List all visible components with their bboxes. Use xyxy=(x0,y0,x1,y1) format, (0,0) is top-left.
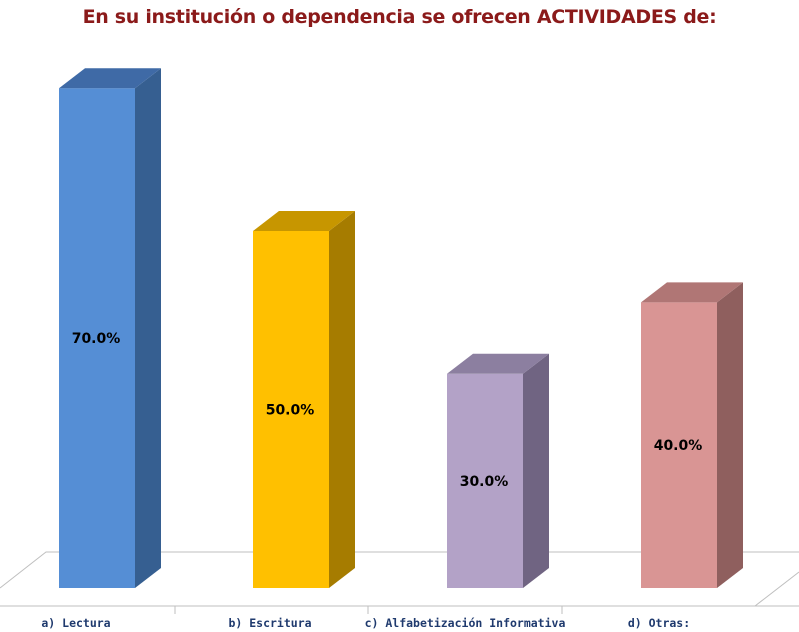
chart-title: En su institución o dependencia se ofrec… xyxy=(82,6,717,28)
bar-value-label: 50.0% xyxy=(266,403,315,419)
bar-side xyxy=(523,353,549,588)
bar-front xyxy=(447,373,523,588)
bar-front xyxy=(641,302,717,588)
bar-4 xyxy=(641,282,743,588)
bar-front xyxy=(253,231,329,588)
category-label: d) Otras: xyxy=(628,616,690,630)
bar-top xyxy=(641,282,743,303)
bar-value-label: 70.0% xyxy=(72,331,121,347)
bar-front xyxy=(59,88,135,588)
bar-top xyxy=(59,68,161,89)
bar-1 xyxy=(59,68,161,588)
bar-side xyxy=(329,211,355,588)
bar-top xyxy=(253,211,355,231)
category-axis: a) Lectura b) Escritura c) Alfabetización … xyxy=(41,616,690,630)
bar-2 xyxy=(253,211,355,588)
bar-side xyxy=(717,282,743,588)
category-label: a) Lectura xyxy=(41,616,110,630)
floor-right-edge xyxy=(754,571,799,607)
value-labels-group: 70.0% 50.0% 30.0% 40.0% xyxy=(72,331,703,490)
category-label: b) Escritura xyxy=(228,616,311,630)
bar-top xyxy=(447,353,549,374)
bar-value-label: 40.0% xyxy=(654,438,703,454)
category-label: c) Alfabetización Informativa xyxy=(365,616,566,630)
bar-3 xyxy=(447,353,549,588)
bar-value-label: 30.0% xyxy=(460,474,509,490)
bars-group xyxy=(59,68,743,588)
bar-side xyxy=(135,68,161,588)
